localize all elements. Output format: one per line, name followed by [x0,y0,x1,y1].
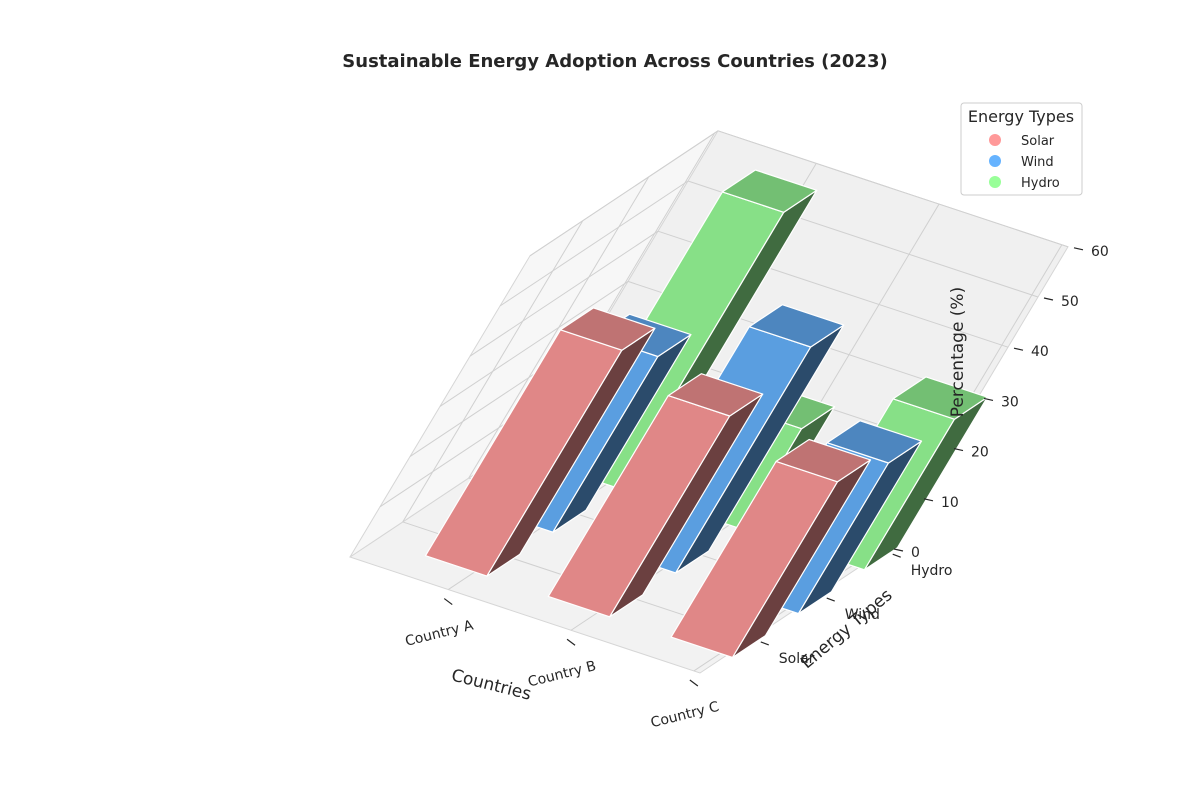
y-tick-label: Wind [845,607,880,623]
bar-country-a-solar [424,307,656,577]
bar-top-face [775,438,872,483]
y-gridline-left [468,176,650,479]
x-tick-label: Country A [404,617,476,649]
bars [424,169,989,659]
legend-frame [960,102,1083,196]
bar-top-face [892,376,989,420]
z-tick-label: 10 [941,495,959,511]
bar-top-face [559,307,656,351]
legend-label: Solar [1021,134,1055,149]
bar-top-face [667,373,764,417]
legend-label: Wind [1021,155,1054,170]
bar-top-face [826,420,923,464]
x-tick-label: Country B [526,658,597,690]
legend-item-hydro: Hydro [989,176,1060,191]
y-tick-mark [760,641,769,646]
z-tick-mark [1073,247,1084,251]
y-tick-mark [826,597,835,602]
z-gridline-left [529,130,719,257]
legend-label: Hydro [1021,176,1060,191]
bar-top-face [748,304,845,348]
legend-marker [989,155,1001,167]
z-tick-label: 30 [1001,394,1019,410]
z-tick-label: 40 [1031,344,1049,360]
z-tick-label: 0 [911,545,920,561]
z-tick-mark [1043,297,1054,301]
z-tick-mark [893,548,904,552]
legend-item-solar: Solar [989,134,1055,149]
z-gridline-back [717,130,1069,248]
z-tick-mark [983,397,994,401]
z-gridline-left [469,230,659,357]
chart-title: Sustainable Energy Adoption Across Count… [342,51,887,72]
y-tick-label: Solar [779,651,815,667]
bar-top-face [721,169,818,213]
x-tick-mark [443,598,453,606]
z-axis-label: Percentage (%) [948,287,968,417]
x-tick-label: Country C [649,699,721,731]
z-gridline-left [499,180,689,307]
z-tick-label: 60 [1091,244,1109,260]
legend-title: Energy Types [968,107,1074,126]
z-tick-label: 20 [971,445,989,461]
legend-marker [989,176,1001,188]
bar-country-b-solar [547,373,764,618]
bar-country-c-solar [670,438,872,659]
z-tick-mark [923,498,934,502]
x-tick-mark [689,679,699,687]
z-tick-label: 50 [1061,294,1079,310]
legend-marker [989,134,1001,146]
z-tick-mark [953,448,964,452]
legend-items: Solar Wind Hydro [989,134,1060,191]
y-tick-mark [892,553,901,558]
x-tick-mark [566,638,576,646]
z-gridline-left [439,280,629,407]
legend: Energy Types Solar Wind Hydro [960,102,1083,196]
y-tick-label: Hydro [911,563,953,579]
z-tick-mark [1013,347,1024,351]
legend-item-wind: Wind [989,155,1054,170]
x-axis-label: Countries [449,666,533,705]
y-gridline-left [402,220,584,523]
